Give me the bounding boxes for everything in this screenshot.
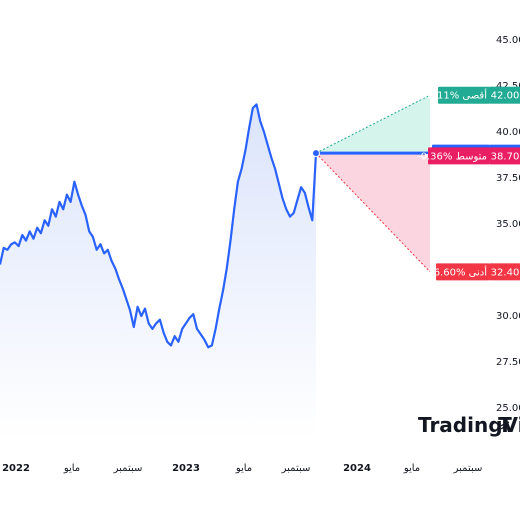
y-tick-label: 45.00 [496,35,520,46]
forecast-average-label-tag [428,147,490,165]
forecast-low-label-tag [436,263,490,281]
current-price-point [312,149,320,158]
x-tick-label: سبتمبر [113,463,143,474]
y-tick-label: 25.00 [496,403,520,414]
price-line [0,103,318,349]
y-tick-label: 37.50 [496,173,520,184]
y-tick-label: 40.00 [496,127,520,138]
x-tick-label: 2023 [172,463,200,474]
y-tick-label: 30.00 [496,311,520,322]
forecast-high-line [315,94,431,154]
tradingview-logo: TradingView ₮ [418,413,520,437]
y-tick-label: 35.00 [496,219,520,230]
forecast-high-label-price-tag [490,86,520,104]
x-tick-label: مايو [235,463,252,474]
price-area [0,104,316,439]
forecast-low-label-price-tag [490,263,520,281]
x-tick-label: مايو [403,463,420,474]
forecast-average-label-text: -0.36% متوسط [417,151,487,162]
x-tick-label: سبتمبر [281,463,311,474]
forecast-average-label-price-tag [490,147,520,165]
forecast-average-label-price: 38.70 [491,151,520,162]
y-tick-label: 42.50 [496,81,520,92]
x-tick-label: سبتمبر [453,463,483,474]
watermark-logo-icon: ₮ [498,413,512,437]
forecast-low-label: -16.60% أدنى 32.40 [424,263,520,281]
x-tick-label: 2024 [343,463,371,474]
forecast-low-label-text: -16.60% أدنى [424,265,487,278]
upside-band [316,95,430,154]
x-axis: 2022 مايو سبتمبر 2023 مايو سبتمبر 2024 مايو سبتم… [2,463,482,474]
forecast-low-line [315,152,431,273]
forecast-high-label-tag [438,86,490,104]
watermark-text: TradingView [418,413,520,437]
forecast-low-label-price: 32.40 [491,267,520,278]
price-series-line [0,103,318,349]
forecast-lines [312,94,431,273]
x-tick-label: مايو [63,463,80,474]
forecast-high-label-price: 42.00 [491,91,520,102]
y-tick-label: 27.50 [496,357,520,368]
x-tick-label: 2022 [2,463,30,474]
forecast-bands [316,95,430,272]
forecast-high-label-text: +8.11% أقصى [419,89,487,102]
forecast-average-label: -0.36% متوسط 38.70 [417,147,520,165]
price-area-fill [0,104,316,439]
forecast-high-label: +8.11% أقصى 42.00 [419,86,520,104]
